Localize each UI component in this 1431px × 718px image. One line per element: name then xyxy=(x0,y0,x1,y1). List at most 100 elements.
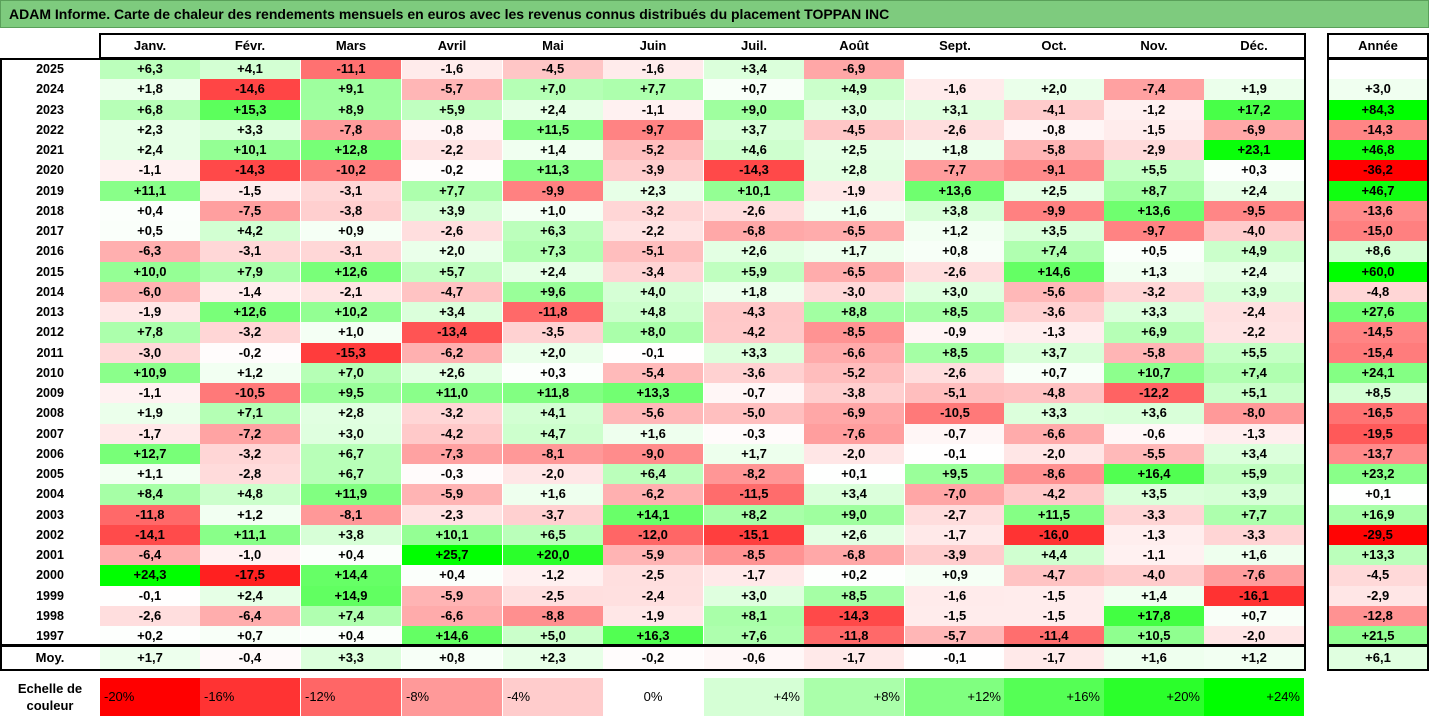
heatmap-cell: +6,7 xyxy=(301,464,401,485)
heatmap-cell: -3,8 xyxy=(301,200,401,221)
heatmap-cell: -15,3 xyxy=(301,342,401,363)
year-label: 2023 xyxy=(0,99,100,120)
heatmap-cell: +2,6 xyxy=(402,362,502,383)
heatmap-cell: +11,8 xyxy=(503,383,603,404)
heatmap-cell: +12,6 xyxy=(200,302,300,323)
month-header: Oct. xyxy=(1004,34,1104,58)
month-header: Juin xyxy=(603,34,703,58)
heatmap-cell: +8,4 xyxy=(100,484,200,505)
heatmap-cell: +0,4 xyxy=(301,545,401,566)
heatmap-cell xyxy=(905,59,1005,80)
heatmap-cell: -11,1 xyxy=(301,59,401,80)
heatmap-cell: +3,9 xyxy=(1204,281,1304,302)
heatmap-cell: -0,7 xyxy=(905,423,1005,444)
heatmap-cell: -2,4 xyxy=(1204,302,1304,323)
heatmap-cell: -6,5 xyxy=(804,221,904,242)
heatmap-cell: +2,4 xyxy=(1204,261,1304,282)
year-label: 2001 xyxy=(0,545,100,566)
heatmap-cell: -4,7 xyxy=(1004,565,1104,586)
heatmap-cell: +4,2 xyxy=(200,221,300,242)
heatmap-cell: +9,5 xyxy=(301,383,401,404)
annual-header: Année xyxy=(1328,34,1428,58)
heatmap-cell: +4,6 xyxy=(704,140,804,161)
heatmap-cell: +7,3 xyxy=(503,241,603,262)
heatmap-cell: +7,4 xyxy=(1204,362,1304,383)
heatmap-cell: -6,4 xyxy=(100,545,200,566)
annual-cell: -4,5 xyxy=(1328,565,1428,586)
heatmap-cell: -6,4 xyxy=(200,605,300,626)
month-header: Juil. xyxy=(704,34,804,58)
heatmap-cell: +3,3 xyxy=(200,119,300,140)
annual-cell: +27,6 xyxy=(1328,302,1428,323)
scale-swatch: +4% xyxy=(704,678,804,716)
heatmap-cell: -1,4 xyxy=(200,281,300,302)
heatmap-cell: -0,2 xyxy=(402,160,502,181)
month-header: Mai xyxy=(503,34,603,58)
avg-cell: -0,6 xyxy=(704,646,804,670)
month-header: Sept. xyxy=(905,34,1005,58)
heatmap-cell: -1,1 xyxy=(603,99,703,120)
scale-swatch: -12% xyxy=(301,678,401,716)
heatmap-cell: +13,3 xyxy=(603,383,703,404)
avg-cell: -1,7 xyxy=(804,646,904,670)
heatmap-cell: -2,6 xyxy=(905,119,1005,140)
heatmap-cell: +10,1 xyxy=(704,180,804,201)
heatmap-cell: +16,4 xyxy=(1104,464,1204,485)
heatmap-cell: -2,5 xyxy=(503,585,603,606)
heatmap-cell: -5,6 xyxy=(1004,281,1104,302)
heatmap-cell: -2,0 xyxy=(1004,443,1104,464)
heatmap-cell: -16,1 xyxy=(1204,585,1304,606)
heatmap-cell: +3,7 xyxy=(704,119,804,140)
heatmap-cell: -6,6 xyxy=(804,342,904,363)
heatmap-cell: -2,6 xyxy=(402,221,502,242)
heatmap-cell: -1,1 xyxy=(100,160,200,181)
heatmap-cell: -2,8 xyxy=(200,464,300,485)
year-label: 2018 xyxy=(0,200,100,221)
heatmap-cell: +16,3 xyxy=(603,626,703,647)
heatmap-cell: +0,9 xyxy=(905,565,1005,586)
heatmap-cell: -2,0 xyxy=(1204,626,1304,647)
heatmap-cell: +3,4 xyxy=(402,302,502,323)
annual-cell: +13,3 xyxy=(1328,545,1428,566)
heatmap-cell: +0,2 xyxy=(100,626,200,647)
heatmap-cell: -2,2 xyxy=(603,221,703,242)
heatmap-cell: -1,2 xyxy=(1104,99,1204,120)
heatmap-cell: +11,3 xyxy=(503,160,603,181)
heatmap-cell: -13,4 xyxy=(402,322,502,343)
heatmap-cell: -0,1 xyxy=(603,342,703,363)
heatmap-cell: +8,1 xyxy=(704,605,804,626)
heatmap-cell: +14,9 xyxy=(301,585,401,606)
heatmap-cell: -5,9 xyxy=(603,545,703,566)
heatmap-cell: +6,7 xyxy=(301,443,401,464)
heatmap-cell: +14,1 xyxy=(603,504,703,525)
heatmap-cell: -11,8 xyxy=(804,626,904,647)
heatmap-cell: +6,3 xyxy=(100,59,200,80)
heatmap-cell: +1,1 xyxy=(100,464,200,485)
heatmap-cell: +3,1 xyxy=(905,99,1005,120)
heatmap-cell: -8,6 xyxy=(1004,464,1104,485)
heatmap-cell: +0,3 xyxy=(1204,160,1304,181)
heatmap-cell: +1,2 xyxy=(200,504,300,525)
heatmap-cell: +11,0 xyxy=(402,383,502,404)
heatmap-cell: +8,7 xyxy=(1104,180,1204,201)
heatmap-cell: -3,1 xyxy=(301,241,401,262)
heatmap-cell: +14,6 xyxy=(1004,261,1104,282)
heatmap-cell: +13,6 xyxy=(1104,200,1204,221)
heatmap-cell: +10,1 xyxy=(200,140,300,161)
scale-swatch: -4% xyxy=(503,678,603,716)
heatmap-cell: -2,4 xyxy=(603,585,703,606)
heatmap-cell: -9,1 xyxy=(1004,160,1104,181)
heatmap-cell: +3,3 xyxy=(1004,403,1104,424)
heatmap-cell: +8,8 xyxy=(804,302,904,323)
heatmap-cell: +10,7 xyxy=(1104,362,1204,383)
month-header: Janv. xyxy=(100,34,200,58)
heatmap-cell: -0,3 xyxy=(704,423,804,444)
annual-cell: -15,0 xyxy=(1328,221,1428,242)
page-title: ADAM Informe. Carte de chaleur des rende… xyxy=(0,0,1429,28)
heatmap-cell: +23,1 xyxy=(1204,140,1304,161)
annual-cell: +21,5 xyxy=(1328,626,1428,647)
heatmap-cell: -6,9 xyxy=(804,59,904,80)
scale-label: Echelle de couleur xyxy=(17,681,83,713)
heatmap-cell: +3,4 xyxy=(704,59,804,80)
heatmap-cell: -1,2 xyxy=(503,565,603,586)
